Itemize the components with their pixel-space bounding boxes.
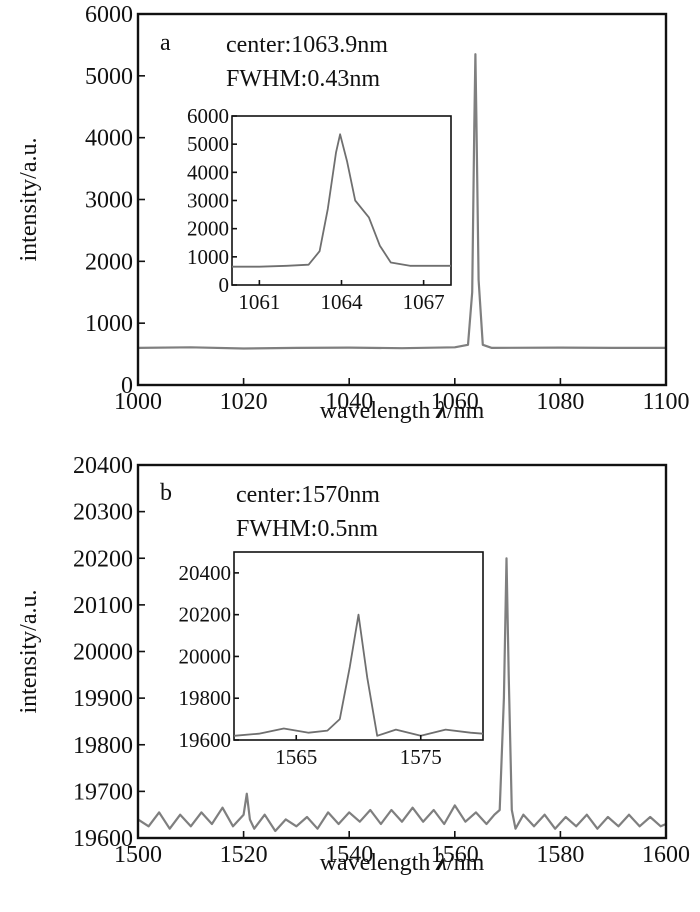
inset-y-tick-label: 6000	[187, 104, 229, 128]
x-tick-label: 1580	[536, 842, 584, 868]
series-line-b	[137, 557, 667, 833]
annotation: FWHM:0.43nm	[226, 66, 380, 92]
y-tick-label: 0	[121, 373, 133, 399]
y-tick-label: 20000	[73, 640, 133, 666]
x-axis-label-text: wavelength	[320, 398, 437, 424]
inset-y-tick-label: 3000	[187, 189, 229, 213]
y-tick-label: 6000	[85, 2, 133, 28]
x-axis-label: wavelength λ/nm	[320, 850, 485, 876]
y-tick-label: 2000	[85, 249, 133, 275]
inset-x-tick-label: 1575	[400, 745, 442, 769]
panel-label: b	[160, 480, 172, 506]
inset-x-tick-label: 1565	[275, 745, 317, 769]
x-tick-label: 1080	[536, 389, 584, 415]
x-axis-label: wavelength λ/nm	[320, 398, 485, 424]
inset-b: 1565 1575 19600 19800 20000 20200 20400	[179, 551, 484, 769]
y-tick-label: 4000	[85, 126, 133, 152]
x-tick-label: 1560	[431, 842, 479, 868]
inset-y-tick-label: 20400	[179, 561, 232, 585]
x-tick-label: 1100	[642, 389, 689, 415]
y-tick-label: 19700	[73, 779, 133, 805]
inset-y-tick-label: 5000	[187, 132, 229, 156]
inset-series-line	[233, 613, 484, 737]
y-tick-label: 5000	[85, 64, 133, 90]
x-tick-label: 1060	[431, 389, 479, 415]
inset-x-tick-label: 1064	[321, 290, 364, 314]
inset-y-tick-label: 1000	[187, 245, 229, 269]
annotation: center:1570nm	[236, 482, 380, 508]
x-tick-label: 1540	[325, 842, 373, 868]
panel-a: 1000 1020 1040 1060 1080 11000100020003000400…	[16, 2, 690, 424]
y-axis-label: intensity/a.u.	[16, 590, 42, 714]
inset-y-tick-label: 19600	[179, 728, 232, 752]
inset-a: 1061 1064 1067 0 1000 2000 3000 4000 5000 6000	[187, 104, 452, 314]
y-tick-label: 3000	[85, 188, 133, 214]
x-tick-label: 1600	[642, 842, 690, 868]
x-axis-label-symbol: λ	[435, 850, 447, 876]
inset-y-tick-label: 20200	[179, 603, 232, 627]
inset-series-line	[232, 133, 451, 268]
x-tick-label: 1520	[220, 842, 268, 868]
annotation: FWHM:0.5nm	[236, 516, 378, 542]
inset-frame	[231, 115, 452, 286]
y-tick-label: 20100	[73, 593, 133, 619]
inset-x-tick-label: 1061	[238, 290, 280, 314]
y-tick-label: 1000	[85, 311, 133, 337]
y-tick-label: 20200	[73, 546, 133, 572]
x-axis-label-unit: /nm	[447, 398, 485, 424]
inset-y-tick-label: 0	[219, 273, 230, 297]
panel-b: 1500 1520 1540 1560 1580 16001960019700198001…	[16, 453, 690, 876]
inset-y-tick-label: 19800	[179, 686, 232, 710]
y-tick-label: 19800	[73, 733, 133, 759]
y-tick-label: 20300	[73, 500, 133, 526]
series-line-a	[137, 53, 666, 350]
y-tick-label: 19600	[73, 826, 133, 852]
x-tick-label: 1500	[114, 842, 162, 868]
panel-label: a	[160, 30, 171, 56]
y-tick-label: 19900	[73, 686, 133, 712]
inset-y-tick-label: 4000	[187, 160, 229, 184]
x-axis-label-symbol: λ	[435, 398, 447, 424]
inset-y-tick-label: 2000	[187, 217, 229, 241]
inset-frame	[233, 551, 484, 741]
inset-x-tick-label: 1067	[403, 290, 445, 314]
x-tick-label: 1020	[220, 389, 268, 415]
inset-y-tick-label: 20000	[179, 644, 232, 668]
x-tick-label: 1000	[114, 389, 162, 415]
x-tick-label: 1040	[325, 389, 373, 415]
x-axis-label-unit: /nm	[447, 850, 485, 876]
y-axis-label: intensity/a.u.	[16, 138, 42, 262]
y-tick-label: 20400	[73, 453, 133, 479]
annotation: center:1063.9nm	[226, 32, 388, 58]
x-axis-label-text: wavelength	[320, 850, 437, 876]
